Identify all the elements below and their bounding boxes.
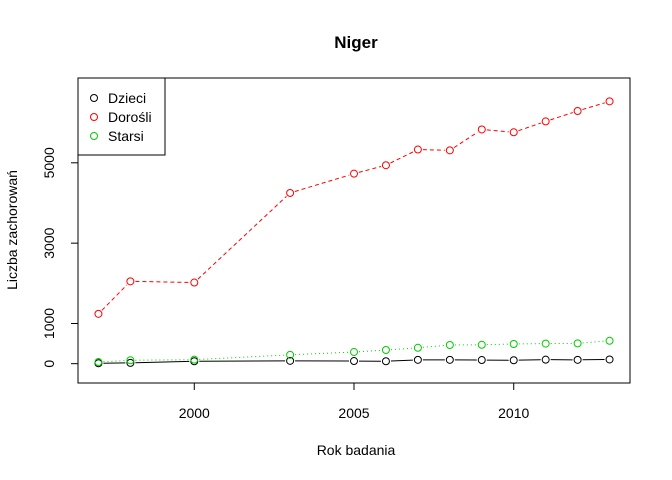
series-segment [453,131,478,149]
data-point [445,355,454,364]
y-tick-label: 0 [41,360,57,368]
series-segment [550,112,574,121]
series-segment [486,343,509,346]
y-tick-label: 5000 [41,147,57,178]
series-segment [358,349,381,353]
series-segment [358,166,382,173]
data-point [190,278,199,287]
y-tick-label: 3000 [41,227,57,258]
data-point [445,146,454,155]
series-segment [199,354,286,360]
series-segment [135,359,190,361]
data-point [413,343,422,352]
series-doro-li [94,97,614,318]
y-tick-label: 1000 [41,308,57,339]
data-point [605,97,614,106]
data-point [350,169,358,178]
data-point [477,340,486,349]
legend-box [77,77,166,156]
data-point [413,145,422,154]
series-segment [582,340,605,344]
series-segment [518,122,542,132]
series-segment [103,360,126,363]
series-segment [486,129,509,133]
data-point [605,336,614,345]
legend-marker [90,113,98,121]
data-point [605,355,614,364]
data-point [190,355,199,364]
data-point [126,358,135,367]
series-segment [582,102,605,111]
y-axis: 0 1000 3000 5000 [41,147,79,368]
legend-marker [90,132,98,140]
data-point [286,188,295,197]
series-segment [295,351,350,356]
chart-title: Niger [334,33,378,52]
series-segment [422,149,445,151]
series-segment [135,280,190,283]
series-segment [101,284,128,311]
legend-marker [90,94,98,102]
data-point [286,350,295,359]
x-tick-label: 2000 [179,405,210,421]
data-point [509,339,518,348]
data-point [126,277,135,286]
data-point [381,357,390,366]
data-point [126,356,135,365]
data-point [573,106,582,115]
data-point [477,125,486,134]
series-segment [390,359,413,362]
data-point [509,128,518,137]
data-point [477,356,486,365]
data-point [190,357,199,366]
data-point [286,356,295,365]
data-point [413,355,422,364]
series-segment [390,347,413,351]
series-dzieci [94,355,614,368]
data-point [445,340,454,349]
data-point [509,356,518,365]
x-axis-label: Rok badania [317,442,396,458]
data-point [541,355,550,364]
legend-label: Dzieci [108,90,146,106]
data-point [381,346,390,355]
data-point [573,339,582,348]
series-segment [390,151,414,164]
series-segment [197,195,287,280]
series-layer [94,97,614,368]
data-point [94,358,103,367]
series-segment [135,360,190,364]
data-point [573,355,582,364]
legend-label: Dorośli [108,109,152,125]
y-axis-label: Liczba zachorowań [4,170,20,290]
x-tick-label: 2010 [498,405,529,421]
series-segment [294,174,350,192]
data-point [541,117,550,126]
data-point [381,161,390,170]
legend: Dzieci Dorośli Starsi [77,77,166,156]
data-point [350,348,358,357]
data-point [541,339,550,348]
legend-label: Starsi [108,128,144,144]
data-point [94,309,103,318]
data-point [350,357,358,366]
x-tick-label: 2005 [338,405,369,421]
x-axis: 2000 2005 2010 [179,382,530,421]
series-starsi [94,336,614,367]
series-segment [422,344,445,348]
